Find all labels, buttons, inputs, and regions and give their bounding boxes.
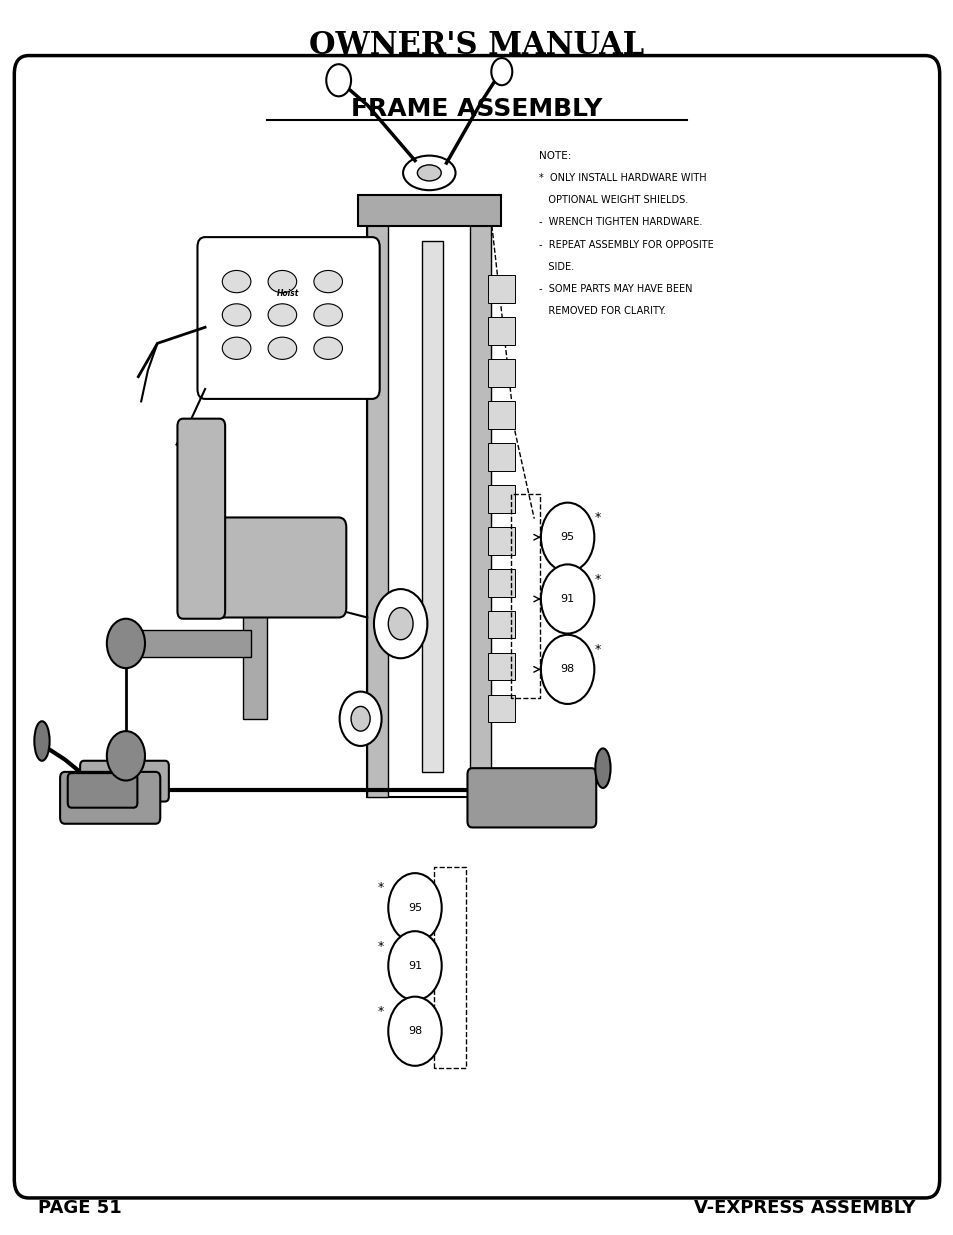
Bar: [421, 241, 442, 772]
Text: Hoist: Hoist: [276, 289, 299, 299]
Circle shape: [388, 997, 441, 1066]
Circle shape: [107, 731, 145, 781]
Text: 98: 98: [560, 664, 574, 674]
Bar: [488, 611, 515, 638]
FancyBboxPatch shape: [467, 768, 596, 827]
Text: OPTIONAL WEIGHT SHIELDS.: OPTIONAL WEIGHT SHIELDS.: [538, 195, 687, 205]
Text: -  WRENCH TIGHTEN HARDWARE.: - WRENCH TIGHTEN HARDWARE.: [538, 217, 701, 227]
Bar: [488, 695, 515, 722]
Ellipse shape: [222, 270, 251, 293]
Text: V-EXPRESS ASSEMBLY: V-EXPRESS ASSEMBLY: [694, 1199, 915, 1216]
Text: PAGE 51: PAGE 51: [38, 1199, 122, 1216]
Circle shape: [339, 692, 381, 746]
Text: 95: 95: [560, 532, 574, 542]
FancyBboxPatch shape: [60, 772, 160, 824]
Ellipse shape: [222, 304, 251, 326]
Circle shape: [540, 564, 594, 634]
Ellipse shape: [268, 270, 296, 293]
Ellipse shape: [402, 156, 456, 190]
Bar: [367, 204, 491, 797]
Text: REMOVED FOR CLARITY.: REMOVED FOR CLARITY.: [538, 306, 665, 316]
Ellipse shape: [34, 721, 50, 761]
Ellipse shape: [416, 165, 440, 182]
Text: *: *: [377, 940, 383, 952]
Bar: [367, 204, 388, 797]
Bar: [488, 485, 515, 513]
FancyBboxPatch shape: [14, 56, 939, 1198]
Bar: [488, 359, 515, 387]
Text: NOTE:: NOTE:: [538, 151, 571, 161]
Bar: [488, 401, 515, 429]
Bar: [488, 527, 515, 555]
Text: FRAME ASSEMBLY: FRAME ASSEMBLY: [351, 96, 602, 121]
Text: -  SOME PARTS MAY HAVE BEEN: - SOME PARTS MAY HAVE BEEN: [538, 284, 692, 294]
Bar: [488, 653, 515, 680]
Circle shape: [388, 931, 441, 1000]
FancyBboxPatch shape: [177, 419, 225, 619]
Text: OWNER'S MANUAL: OWNER'S MANUAL: [309, 30, 644, 62]
Circle shape: [540, 503, 594, 572]
Text: 91: 91: [560, 594, 574, 604]
Text: *: *: [595, 511, 600, 524]
Text: 91: 91: [408, 961, 421, 971]
Ellipse shape: [222, 337, 251, 359]
Bar: [357, 195, 500, 226]
Ellipse shape: [595, 748, 610, 788]
Text: 95: 95: [408, 903, 421, 913]
Ellipse shape: [314, 337, 342, 359]
Ellipse shape: [314, 304, 342, 326]
Circle shape: [388, 608, 413, 640]
FancyBboxPatch shape: [183, 517, 346, 618]
Circle shape: [374, 589, 427, 658]
Circle shape: [491, 58, 512, 85]
Text: -  REPEAT ASSEMBLY FOR OPPOSITE: - REPEAT ASSEMBLY FOR OPPOSITE: [538, 240, 713, 249]
Text: *  ONLY INSTALL HARDWARE WITH: * ONLY INSTALL HARDWARE WITH: [538, 173, 706, 183]
Bar: [488, 443, 515, 471]
FancyBboxPatch shape: [80, 761, 169, 802]
Circle shape: [540, 635, 594, 704]
Bar: [470, 204, 491, 797]
Circle shape: [107, 619, 145, 668]
Circle shape: [326, 64, 351, 96]
Ellipse shape: [268, 337, 296, 359]
Bar: [488, 317, 515, 345]
Text: *: *: [377, 1005, 383, 1018]
Circle shape: [351, 706, 370, 731]
Ellipse shape: [268, 304, 296, 326]
Text: *: *: [595, 643, 600, 656]
FancyBboxPatch shape: [68, 773, 137, 808]
Circle shape: [388, 873, 441, 942]
Bar: [243, 601, 267, 719]
Text: *: *: [377, 882, 383, 894]
Ellipse shape: [314, 270, 342, 293]
Text: *: *: [595, 573, 600, 585]
Text: SIDE.: SIDE.: [538, 262, 574, 272]
Text: 98: 98: [408, 1026, 421, 1036]
Bar: [122, 630, 251, 657]
FancyBboxPatch shape: [197, 237, 379, 399]
Bar: [488, 275, 515, 303]
Bar: [488, 569, 515, 597]
